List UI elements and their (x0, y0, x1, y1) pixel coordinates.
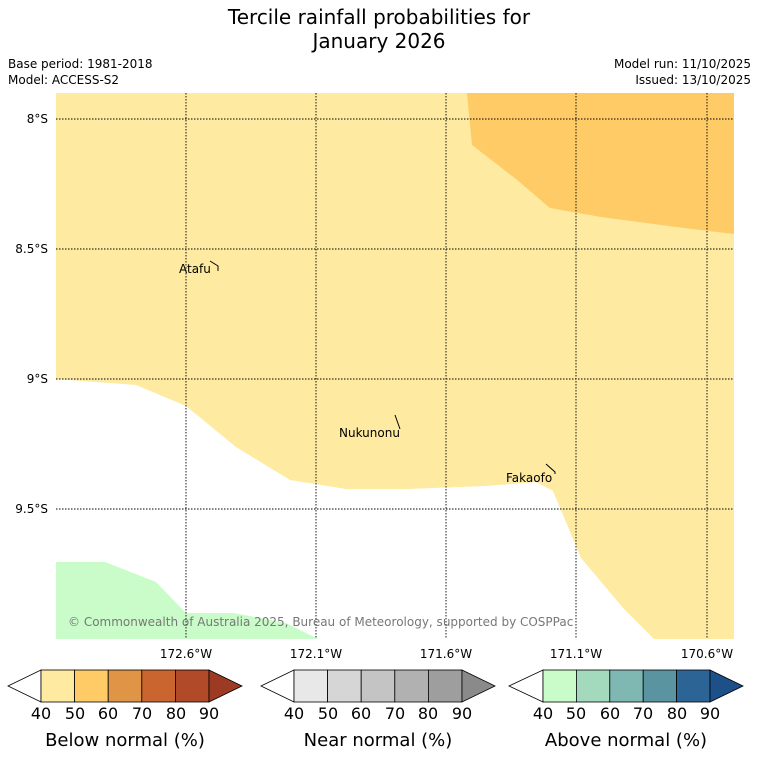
near-normal-label: Near normal (%) (303, 730, 453, 751)
model-run: Model run: 11/10/2025 (613, 57, 751, 71)
lat-label-9s: 9°S (26, 372, 48, 386)
near-colorbar-bin-1 (293, 669, 328, 703)
below-tick-50: 50 (64, 704, 86, 723)
above-normal-40-50-region (56, 562, 318, 639)
near-tick-60: 60 (350, 704, 372, 723)
tercile-map: Atafu Nukunonu Fakaofo © Commonwealth of… (56, 93, 734, 639)
place-label-atafu: Atafu (179, 262, 211, 276)
near-tick-90: 90 (451, 704, 473, 723)
near-colorbar-extend-high (461, 669, 496, 703)
base-period: Base period: 1981-2018 (8, 57, 153, 71)
atafu-atoll (209, 260, 219, 271)
above-colorbar-bin-2 (576, 669, 611, 703)
near-tick-80: 80 (417, 704, 439, 723)
below-colorbar-bin-5 (174, 669, 210, 703)
issued-date: Issued: 13/10/2025 (635, 73, 751, 87)
below-colorbar-extend-low (7, 669, 42, 703)
above-colorbar-bin-3 (609, 669, 644, 703)
below-normal-40-50-region (56, 93, 734, 639)
near-colorbar-extend-low (260, 669, 295, 703)
above-tick-70: 70 (632, 704, 654, 723)
below-tick-80: 80 (165, 704, 187, 723)
below-colorbar-bin-4 (141, 669, 176, 703)
near-tick-50: 50 (317, 704, 339, 723)
lat-label-8-5s: 8.5°S (15, 242, 48, 256)
lat-label-9-5s: 9.5°S (15, 502, 48, 516)
near-colorbar-bin-4 (394, 669, 429, 703)
colorbar-below-normal (7, 669, 243, 703)
below-colorbar-extend-high (208, 669, 243, 703)
lon-label-171-6w: 171.6°W (419, 647, 473, 661)
below-tick-70: 70 (131, 704, 153, 723)
below-normal-label: Below normal (%) (45, 730, 205, 751)
colorbar-near-normal (260, 669, 496, 703)
above-colorbar-bin-5 (676, 669, 711, 703)
near-colorbar-bin-2 (327, 669, 362, 703)
lon-label-172-6w: 172.6°W (159, 647, 213, 661)
lon-label-170-6w: 170.6°W (680, 647, 734, 661)
below-colorbar-bin-3 (107, 669, 143, 703)
lon-label-172-1w: 172.1°W (289, 647, 343, 661)
above-colorbar-extend-high (709, 669, 744, 703)
below-normal-50-60-region (467, 93, 734, 234)
below-tick-40: 40 (30, 704, 52, 723)
above-colorbar-bin-1 (542, 669, 577, 703)
copyright-text: © Commonwealth of Australia 2025, Bureau… (68, 615, 573, 629)
below-tick-60: 60 (97, 704, 119, 723)
below-colorbar-bin-1 (40, 669, 75, 703)
model-name: Model: ACCESS-S2 (8, 73, 120, 87)
place-label-fakaofo: Fakaofo (506, 471, 552, 485)
near-tick-70: 70 (384, 704, 406, 723)
place-label-nukunonu: Nukunonu (339, 426, 400, 440)
colorbar-above-normal (508, 669, 744, 703)
near-tick-40: 40 (283, 704, 305, 723)
above-normal-label: Above normal (%) (544, 730, 708, 751)
above-tick-40: 40 (532, 704, 554, 723)
above-tick-80: 80 (666, 704, 688, 723)
lon-label-171-1w: 171.1°W (549, 647, 603, 661)
nukunonu-atoll (394, 414, 401, 430)
below-tick-90: 90 (198, 704, 220, 723)
chart-title-line2: January 2026 (312, 29, 446, 53)
above-colorbar-extend-low (508, 669, 544, 703)
colorbar-strip (7, 669, 744, 703)
above-tick-60: 60 (599, 704, 621, 723)
below-colorbar-bin-2 (74, 669, 109, 703)
near-colorbar-bin-3 (360, 669, 396, 703)
chart-title-line1: Tercile rainfall probabilities for (227, 5, 531, 29)
near-colorbar-bin-5 (427, 669, 463, 703)
above-colorbar-bin-4 (642, 669, 678, 703)
lat-label-8s: 8°S (26, 112, 48, 126)
fakaofo-atoll (545, 463, 556, 474)
above-tick-50: 50 (565, 704, 587, 723)
above-tick-90: 90 (699, 704, 721, 723)
